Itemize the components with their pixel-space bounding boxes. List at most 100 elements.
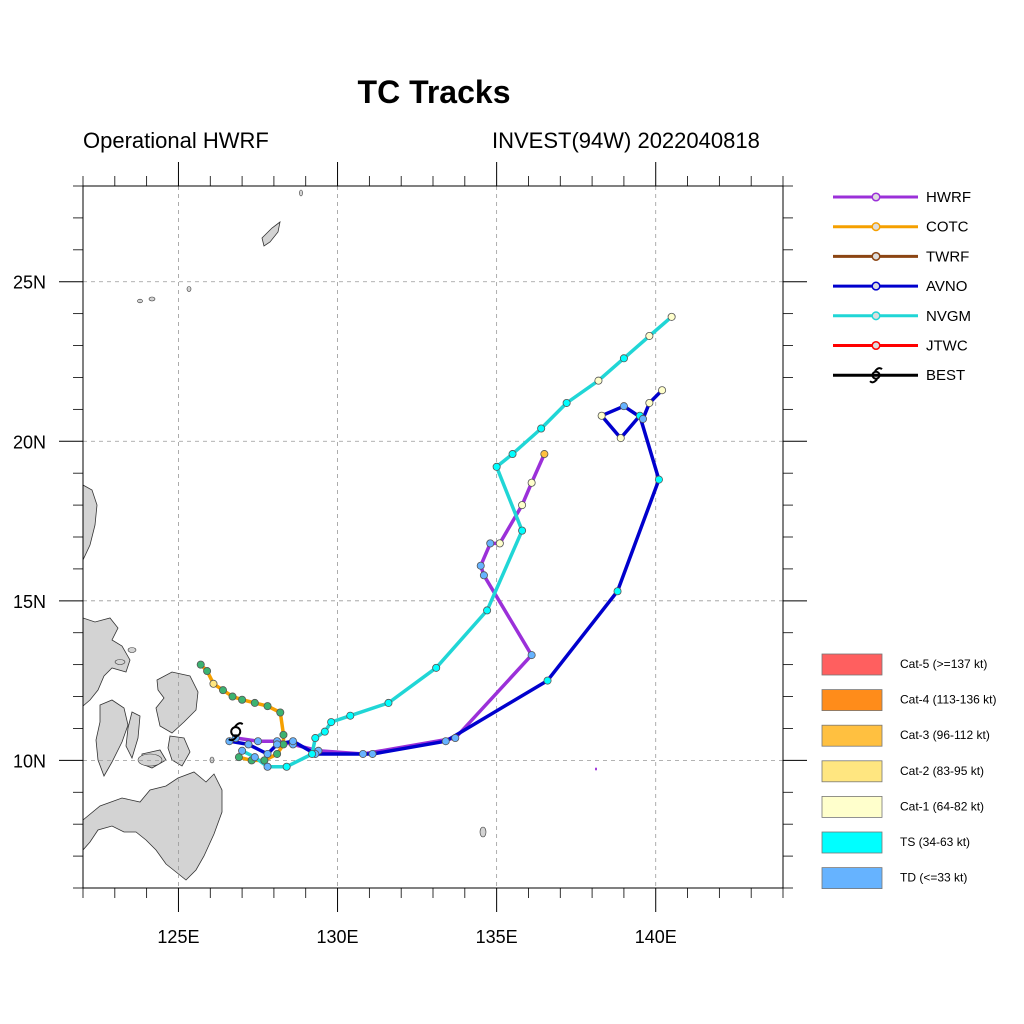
best-legend-icon xyxy=(869,367,883,384)
track-point-avno xyxy=(619,402,628,411)
track-point-nvgm xyxy=(327,718,336,727)
islet xyxy=(137,298,143,304)
track-point-avno xyxy=(263,749,272,758)
track-point-nvgm xyxy=(492,462,501,471)
category-label: Cat-2 (83-95 kt) xyxy=(900,764,984,778)
track-point-avno xyxy=(613,587,622,596)
legend-marker xyxy=(871,311,881,321)
track-point-nvgm xyxy=(263,762,272,771)
y-tick-label: 10N xyxy=(13,751,46,771)
track-point-nvgm xyxy=(250,753,259,762)
track-point-nvgm xyxy=(594,376,603,385)
legend-label-cotc: COTC xyxy=(926,219,969,236)
track-point-hwrf xyxy=(540,450,549,459)
track-point-nvgm xyxy=(619,354,628,363)
category-swatch xyxy=(821,724,883,747)
land-masses xyxy=(83,189,597,881)
track-point-hwrf xyxy=(495,539,504,548)
best-track-symbol-icon xyxy=(228,722,244,742)
track-point-hwrf xyxy=(479,571,488,580)
track-point-nvgm xyxy=(562,398,571,407)
islet xyxy=(299,189,303,197)
track-line-nvgm xyxy=(241,315,673,769)
category-label: Cat-1 (64-82 kt) xyxy=(900,799,984,813)
track-point-nvgm xyxy=(508,450,517,459)
track-point-nvgm xyxy=(645,331,654,340)
okinawa-island xyxy=(261,221,281,247)
legend-label-avno: AVNO xyxy=(926,278,967,295)
legend-marker xyxy=(871,340,881,351)
category-label: TS (34-63 kt) xyxy=(900,835,970,849)
category-swatch xyxy=(821,689,883,711)
category-swatch xyxy=(821,653,883,676)
track-point-cotc xyxy=(203,667,212,676)
islet xyxy=(479,826,487,838)
track-point-nvgm xyxy=(384,698,393,707)
track-point-cotc xyxy=(273,749,282,758)
legend-label-twrf: TWRF xyxy=(926,248,969,265)
track-line-avno xyxy=(229,388,664,756)
track-point-hwrf xyxy=(527,478,536,487)
track-point-avno xyxy=(244,740,253,749)
legend-label-nvgm: NVGM xyxy=(926,308,971,325)
track-point-cotc xyxy=(263,702,272,711)
track-point-avno xyxy=(654,475,663,484)
category-swatch xyxy=(821,760,883,783)
legend-label-hwrf: HWRF xyxy=(926,189,971,206)
track-point-avno xyxy=(616,434,625,443)
track-point-avno xyxy=(597,411,606,420)
track-point-hwrf xyxy=(527,651,536,660)
mindanao-island xyxy=(83,771,223,881)
legend-marker xyxy=(871,251,881,261)
track-point-cotc xyxy=(218,686,227,695)
luzon-island xyxy=(83,484,98,561)
track-point-cotc xyxy=(279,730,288,739)
track-point-nvgm xyxy=(483,606,492,615)
track-point-avno xyxy=(441,737,450,746)
model-subtitle: Operational HWRF xyxy=(83,128,269,153)
track-point-nvgm xyxy=(308,749,317,758)
track-point-hwrf xyxy=(358,749,367,758)
legend-label-jtwc: JTWC xyxy=(926,338,968,355)
track-point-avno xyxy=(368,749,377,758)
track-point-hwrf xyxy=(518,501,527,510)
track-point-avno xyxy=(658,386,667,395)
x-tick-label: 140E xyxy=(635,927,677,947)
y-tick-label: 15N xyxy=(13,592,46,612)
axis-ticks: 125E 130E 135E 140E 10N 15N 20N 25N xyxy=(13,162,807,947)
track-point-nvgm xyxy=(432,663,441,672)
track-point-cotc xyxy=(196,660,205,669)
legend-label-best: BEST xyxy=(926,367,965,384)
x-tick-label: 135E xyxy=(476,927,518,947)
track-point-hwrf xyxy=(253,737,262,746)
track-point-nvgm xyxy=(282,762,291,771)
category-legend: Cat-5 (>=137 kt) Cat-4 (113-136 kt) Cat-3 … xyxy=(821,653,997,889)
track-point-avno xyxy=(273,740,282,749)
category-swatch xyxy=(821,831,883,854)
track-lines xyxy=(196,312,676,771)
x-tick-label: 125E xyxy=(157,927,199,947)
track-point-cotc xyxy=(234,753,243,762)
leyte-island xyxy=(167,735,191,767)
y-tick-label: 25N xyxy=(13,273,46,293)
track-point-nvgm xyxy=(667,312,676,321)
track-point-nvgm xyxy=(346,711,355,720)
chart-title: TC Tracks xyxy=(357,74,511,110)
track-point-avno xyxy=(645,398,654,407)
negros-island xyxy=(95,699,129,777)
y-tick-label: 20N xyxy=(13,432,46,452)
grid-lines xyxy=(83,186,783,888)
track-point-cotc xyxy=(228,692,237,701)
track-point-cotc xyxy=(260,756,269,765)
track-point-hwrf xyxy=(451,734,460,743)
legend-marker xyxy=(871,222,881,232)
category-label: TD (<=33 kt) xyxy=(900,871,967,885)
legend-marker xyxy=(871,192,881,202)
track-line-cotc xyxy=(199,663,286,763)
category-label: Cat-3 (96-112 kt) xyxy=(900,728,990,742)
x-tick-label: 130E xyxy=(317,927,359,947)
track-point-nvgm xyxy=(238,746,247,755)
cebu-island xyxy=(125,711,141,760)
category-label: Cat-4 (113-136 kt) xyxy=(900,693,997,707)
